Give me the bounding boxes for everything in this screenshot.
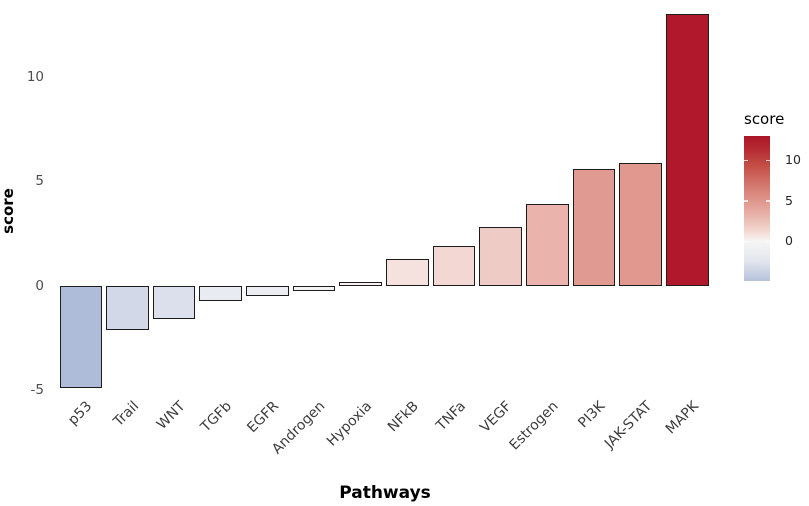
bar-EGFR [246, 286, 289, 297]
y-tick-label-10: 10 [26, 68, 44, 85]
x-tick-label-TGFb: TGFb [198, 398, 236, 436]
legend-tick-label-5: 5 [785, 192, 793, 208]
colorbar-tick-mark [766, 200, 770, 202]
bar-Hypoxia [339, 281, 382, 286]
bar-PI3K [572, 168, 616, 286]
y-tick-label--5: -5 [30, 382, 44, 398]
x-tick-label-MAPK: MAPK [662, 398, 702, 438]
bar-NFkB [386, 258, 429, 286]
bar-TNFa [432, 246, 476, 286]
x-tick-label-WNT: WNT [154, 398, 189, 433]
x-tick-label-Hypoxia: Hypoxia [323, 398, 376, 450]
y-tick-label-5: 5 [35, 173, 44, 189]
bar-JAK-STAT [619, 162, 662, 286]
colorbar-legend: score 10 5 0 [744, 110, 801, 281]
bar-Androgen [292, 286, 336, 292]
x-tick-label-Trail: Trail [110, 398, 143, 430]
x-tick-label-Estrogen: Estrogen [506, 398, 562, 454]
colorbar-tick-mark [766, 159, 770, 162]
bar-Estrogen [526, 204, 569, 286]
x-axis-title: Pathways [339, 483, 431, 503]
bar-p53 [59, 286, 103, 389]
y-tick-label-0: 0 [35, 277, 44, 294]
bar-VEGF [479, 227, 522, 286]
bar-Trail [106, 286, 149, 330]
x-tick-label-EGFR: EGFR [244, 398, 283, 437]
colorbar-tick-mark [744, 159, 748, 162]
bar-WNT [152, 286, 196, 320]
bar-TGFb [199, 286, 243, 301]
legend-tick-label-10: 10 [785, 152, 801, 168]
x-tick-label-PI3K: PI3K [575, 398, 609, 432]
colorbar-tick-mark [766, 240, 770, 243]
colorbar-tick-mark [744, 240, 748, 243]
x-tick-label-VEGF: VEGF [477, 398, 516, 437]
colorbar-gradient: 10 5 0 [744, 136, 801, 281]
colorbar-tick-mark [744, 200, 748, 202]
x-tick-label-TNFa: TNFa [432, 398, 469, 434]
legend-title: score [744, 110, 785, 128]
x-tick-label-JAK-STAT: JAK-STAT [601, 398, 656, 452]
bar-MAPK [665, 14, 709, 286]
y-axis-title: score [0, 188, 17, 234]
legend-tick-label-0: 0 [785, 233, 793, 249]
x-tick-label-NFkB: NFkB [385, 398, 422, 436]
x-tick-label-p53: p53 [65, 398, 96, 429]
